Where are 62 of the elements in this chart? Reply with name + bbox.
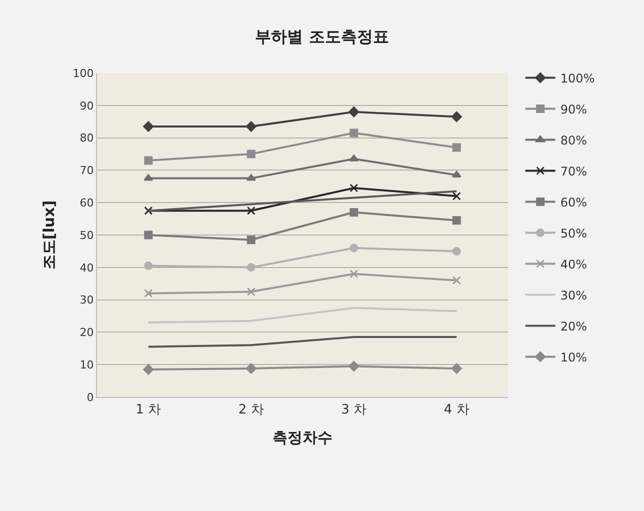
- point: [144, 156, 153, 165]
- point: [144, 289, 153, 298]
- point: [246, 363, 256, 374]
- point: [143, 121, 154, 132]
- point: [246, 263, 256, 272]
- point: [246, 206, 256, 215]
- point: [452, 192, 461, 200]
- legend-label: 50%: [560, 226, 587, 240]
- y-axis-title: 조도[lux]: [40, 200, 58, 270]
- x-tick-label: 2 차: [238, 402, 264, 418]
- point: [144, 174, 154, 181]
- point: [350, 270, 358, 278]
- point: [246, 121, 256, 132]
- y-tick-label: 40: [80, 261, 94, 274]
- point: [144, 206, 153, 215]
- legend-label: 40%: [560, 257, 587, 272]
- y-tick-label: 70: [80, 164, 94, 178]
- point: [452, 216, 461, 225]
- line-series: [147, 190, 458, 212]
- x-axis-title: 측정차수: [272, 428, 332, 447]
- point: [350, 184, 358, 192]
- legend-label: 70%: [560, 164, 587, 178]
- y-tick-label: 100: [72, 66, 94, 80]
- point: [452, 246, 461, 256]
- point: [348, 106, 360, 118]
- point: [451, 363, 462, 374]
- point: [350, 208, 358, 217]
- legend-label: 90%: [560, 102, 587, 116]
- point: [452, 143, 461, 152]
- point: [246, 174, 256, 181]
- point: [348, 360, 360, 372]
- y-tick-label: 0: [86, 390, 94, 404]
- x-tick-label: 3 차: [341, 402, 367, 418]
- point: [144, 262, 153, 270]
- point: [246, 150, 256, 158]
- y-tick-label: 30: [80, 294, 94, 307]
- point: [246, 236, 256, 244]
- chart-title: 부하별 조도측정표: [255, 26, 389, 46]
- point: [452, 170, 462, 178]
- legend-label: 80%: [560, 133, 587, 148]
- point: [144, 230, 153, 240]
- x-tick-label: 1 차: [136, 402, 162, 418]
- legend-label: 100%: [560, 71, 595, 86]
- y-tick-label: 10: [80, 358, 94, 372]
- y-tick-label: 80: [80, 132, 94, 145]
- point: [452, 276, 461, 285]
- point: [143, 364, 154, 375]
- point: [350, 128, 358, 138]
- legend-label: 20%: [560, 319, 587, 334]
- y-tick-label: 60: [80, 196, 94, 210]
- y-tick-label: 50: [80, 228, 94, 242]
- legend-label: 30%: [560, 288, 587, 302]
- legend-label: 60%: [560, 195, 587, 210]
- legend-label: 10%: [560, 350, 587, 364]
- line-series: [147, 306, 458, 324]
- x-tick-label: 4 차: [444, 402, 470, 418]
- y-tick-label: 90: [80, 99, 94, 112]
- y-tick-label: 20: [80, 326, 94, 340]
- point: [349, 154, 359, 162]
- point: [246, 287, 256, 296]
- point: [451, 111, 462, 122]
- point: [350, 244, 358, 252]
